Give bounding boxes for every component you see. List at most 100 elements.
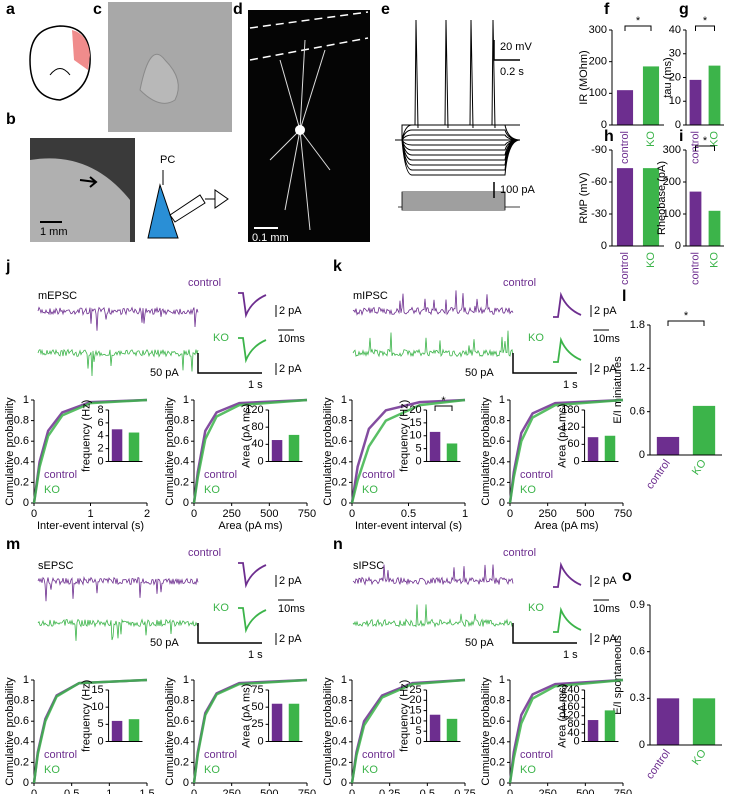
x-tick-label: control — [619, 252, 631, 285]
soma — [295, 125, 305, 135]
x-axis-label: Inter-event interval (s) — [355, 520, 462, 532]
y-tick-label: 0 — [573, 455, 579, 467]
y-tick-label: 300 — [589, 24, 607, 36]
x-tick-label: 0.75 — [454, 788, 475, 794]
x-tick-label: 250 — [538, 508, 556, 520]
y-tick-label: 0.4 — [14, 456, 29, 468]
legend-entry: control — [204, 749, 237, 761]
x-tick-label: control — [644, 748, 673, 782]
panel-label: j — [5, 258, 10, 275]
x-axis-label: Area (pA ms) — [534, 520, 598, 532]
scale-label: 2 pA — [594, 633, 617, 645]
y-tick-label: 300 — [663, 144, 681, 156]
scale-label: 1 s — [248, 649, 263, 661]
y-tick-label: 0.6 — [174, 435, 189, 447]
panel-label: f — [604, 1, 610, 18]
x-tick-label: 0.5 — [420, 788, 435, 794]
y-tick-label: 1 — [183, 674, 189, 686]
y-tick-label: 0.6 — [490, 435, 505, 447]
legend-entry: KO — [204, 764, 220, 776]
scale-label: 2 pA — [594, 305, 617, 317]
y-tick-label: 80 — [251, 421, 263, 433]
y-tick-label: 0.8 — [332, 415, 347, 427]
x-tick-label: 0 — [31, 508, 37, 520]
trace — [37, 306, 199, 331]
y-tick-label: 1 — [23, 394, 29, 406]
y-tick-label: 10 — [409, 715, 421, 727]
y-tick-label: 4 — [97, 430, 103, 442]
trace — [352, 290, 514, 316]
significance-bracket — [667, 320, 705, 326]
y-tick-label: 15 — [409, 705, 421, 717]
y-tick-label: 100 — [663, 208, 681, 220]
legend-entry: control — [362, 469, 395, 481]
y-tick-label: 1 — [341, 394, 347, 406]
bar — [692, 405, 716, 455]
bar — [616, 168, 634, 246]
x-axis-label: Area (pA ms) — [218, 520, 282, 532]
x-tick-label: 0 — [191, 508, 197, 520]
y-axis-label: E/I spontaneous — [612, 635, 624, 715]
x-tick-label: KO — [708, 252, 720, 268]
y-tick-label: 0.6 — [14, 715, 29, 727]
bar — [656, 698, 680, 745]
y-tick-label: 0.4 — [174, 736, 189, 748]
y-tick-label: 0 — [257, 735, 263, 747]
scale-label: 2 pA — [594, 575, 617, 587]
bar — [271, 440, 283, 462]
y-tick-label: 0 — [675, 240, 681, 252]
significance-bracket — [695, 25, 715, 31]
scale-label: 2 pA — [279, 575, 302, 587]
cdf-line — [32, 398, 148, 504]
cdf-line — [350, 398, 466, 504]
y-tick-label: 60 — [567, 438, 579, 450]
bar — [111, 429, 123, 462]
y-axis-label: Cumulative probability — [480, 677, 492, 786]
trace-label: KO — [528, 332, 544, 344]
y-tick-label: 0.8 — [174, 695, 189, 707]
trace-title: sEPSC — [38, 560, 74, 572]
trace-label: control — [503, 277, 536, 289]
average-event — [553, 561, 582, 588]
trace-label: control — [188, 277, 221, 289]
x-tick-label: 750 — [614, 788, 632, 794]
legend-entry: KO — [204, 484, 220, 496]
panel-label: o — [622, 568, 632, 585]
y-axis-label: Cumulative probability — [164, 397, 176, 506]
bar — [642, 168, 660, 246]
y-tick-label: 1.8 — [630, 319, 645, 331]
bar — [128, 432, 140, 462]
y-axis-label: frequency (Hz) — [398, 400, 410, 472]
y-tick-label: 0.2 — [490, 756, 505, 768]
significance: * — [636, 15, 641, 27]
y-tick-label: 0.6 — [630, 406, 645, 418]
x-axis-label: Inter-event interval (s) — [37, 520, 144, 532]
legend-entry: control — [44, 749, 77, 761]
y-tick-label: 0.6 — [630, 646, 645, 658]
scale-label: 100 pA — [500, 184, 536, 196]
cell-image — [139, 53, 179, 104]
bar — [288, 703, 300, 742]
y-tick-label: 120 — [561, 710, 579, 722]
bar — [111, 720, 123, 742]
y-tick-label: 8 — [97, 404, 103, 416]
y-tick-label: 0 — [639, 449, 645, 461]
y-tick-label: 0 — [499, 777, 505, 789]
y-tick-label: 0 — [341, 497, 347, 509]
y-tick-label: 0 — [499, 497, 505, 509]
legend-entry: KO — [520, 764, 536, 776]
y-tick-label: 0 — [639, 739, 645, 751]
y-axis-label: frequency (Hz) — [80, 400, 92, 472]
y-tick-label: 100 — [589, 87, 607, 99]
bar — [271, 703, 283, 742]
y-axis-label: RMP (mV) — [578, 172, 590, 223]
x-tick-label: 750 — [298, 508, 316, 520]
y-tick-label: 0.4 — [490, 736, 505, 748]
dendrites — [269, 39, 331, 231]
x-tick-label: 1 — [462, 508, 468, 520]
y-tick-label: 2 — [97, 443, 103, 455]
average-event — [238, 607, 267, 634]
y-tick-label: 0.6 — [174, 715, 189, 727]
trace-label: KO — [213, 332, 229, 344]
